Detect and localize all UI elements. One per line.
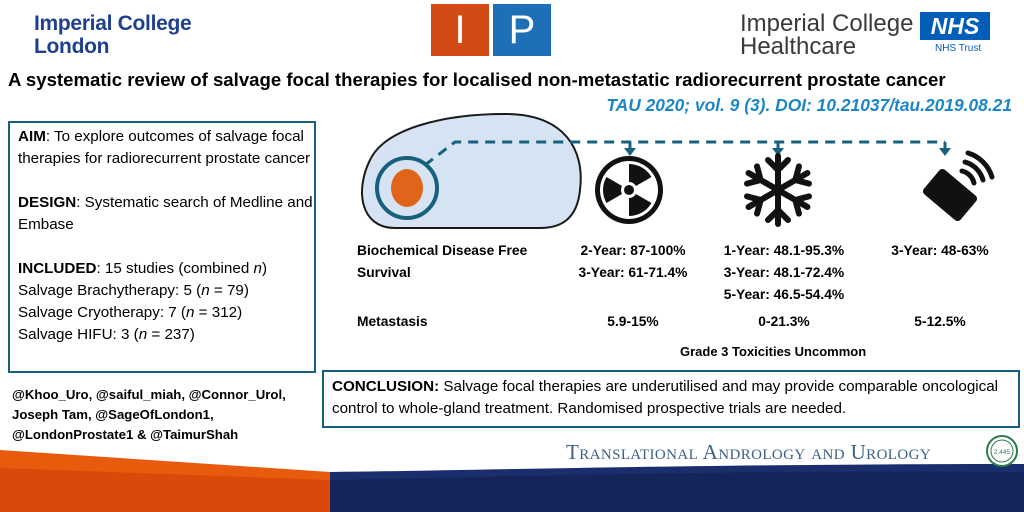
connector-arrowheads xyxy=(624,148,951,156)
bdfs-value: 3-Year: 48.1-72.4% xyxy=(723,265,845,280)
conclusion-box: CONCLUSION: Salvage focal therapies are … xyxy=(322,370,1020,428)
study-summary-box: AIM: To explore outcomes of salvage foca… xyxy=(8,121,316,373)
included-item: Salvage Brachytherapy: 5 (n = 79) xyxy=(18,280,314,302)
metastasis-label: Metastasis xyxy=(357,314,428,329)
handles-line: Joseph Tam, @SageOfLondon1, xyxy=(12,407,214,422)
ip-logo-i: I xyxy=(431,4,489,56)
brachytherapy-bdfs: 2-Year: 87-100% 3-Year: 61-71.4% xyxy=(567,240,699,284)
impact-factor-badge: 2.445 xyxy=(986,435,1018,467)
nhs-trust-label: NHS Trust xyxy=(935,43,982,54)
included-item-n: n xyxy=(201,282,210,299)
design-label: DESIGN xyxy=(18,194,77,211)
ich-logo-line2: Healthcare xyxy=(740,33,857,60)
included-item-value: = 312) xyxy=(194,304,243,321)
included-item-n: n xyxy=(138,326,148,343)
cryotherapy-bdfs: 1-Year: 48.1-95.3% 3-Year: 48.1-72.4% 5-… xyxy=(710,240,858,306)
conclusion-label: CONCLUSION: xyxy=(332,378,440,395)
bdfs-value: 5-Year: 46.5-54.4% xyxy=(723,287,845,302)
ip-logo: I P xyxy=(431,4,551,56)
aim-label: AIM xyxy=(18,128,46,145)
included-item-label: Salvage Cryotherapy: 7 ( xyxy=(18,304,186,321)
badge-text: 2.445 xyxy=(994,449,1011,456)
page-title: A systematic review of salvage focal the… xyxy=(8,69,946,90)
journal-name: Translational Andrology and Urology xyxy=(566,440,932,464)
included-section: INCLUDED: 15 studies (combined n) Salvag… xyxy=(18,258,314,346)
included-n: n xyxy=(253,260,262,277)
included-item-n: n xyxy=(186,304,195,321)
imperial-logo-line2: London xyxy=(34,35,110,58)
grade3-toxicities: Grade 3 Toxicities Uncommon xyxy=(680,344,867,359)
author-handles: @Khoo_Uro, @saiful_miah, @Connor_Urol, J… xyxy=(12,385,312,445)
imperial-college-london-logo: Imperial College London xyxy=(34,12,192,58)
conclusion-text: Salvage focal therapies are underutilise… xyxy=(332,378,999,417)
therapy-diagram xyxy=(361,112,995,229)
radiation-icon xyxy=(595,156,663,224)
imperial-college-healthcare-logo: Imperial College Healthcare xyxy=(740,10,914,60)
hifu-metastasis: 5-12.5% xyxy=(914,314,966,329)
design-section: DESIGN: Systematic search of Medline and… xyxy=(18,192,314,236)
included-item: Salvage HIFU: 3 (n = 237) xyxy=(18,324,314,346)
included-item-label: Salvage Brachytherapy: 5 ( xyxy=(18,282,202,299)
bdfs-label-line: Biochemical Disease Free xyxy=(357,243,528,258)
bdfs-value: 1-Year: 48.1-95.3% xyxy=(723,243,845,258)
bdfs-label: Biochemical Disease Free Survival xyxy=(357,240,527,284)
design-text: : Systematic search of Medline and Embas… xyxy=(18,194,313,233)
aim-section: AIM: To explore outcomes of salvage foca… xyxy=(18,126,314,170)
hifu-bdfs: 3-Year: 48-63% xyxy=(876,240,1004,262)
ich-logo-line1: Imperial College xyxy=(740,10,914,37)
imperial-logo-line1: Imperial College xyxy=(34,12,192,35)
ip-logo-p: P xyxy=(493,4,551,56)
included-item: Salvage Cryotherapy: 7 (n = 312) xyxy=(18,302,314,324)
brachytherapy-metastasis: 5.9-15% xyxy=(607,314,659,329)
included-item-label: Salvage HIFU: 3 ( xyxy=(18,326,139,343)
bdfs-value: 2-Year: 87-100% xyxy=(580,243,686,258)
footer-swoosh xyxy=(0,450,1024,512)
handles-line: @Khoo_Uro, @saiful_miah, @Connor_Urol, xyxy=(12,387,286,402)
included-item-value: = 237) xyxy=(147,326,195,343)
nhs-logo: NHS xyxy=(920,12,990,40)
included-close: ) xyxy=(261,260,268,277)
bdfs-value: 3-Year: 48-63% xyxy=(891,243,989,258)
prostate-icon xyxy=(361,112,582,229)
ultrasound-probe-icon xyxy=(922,150,995,222)
aim-text: : To explore outcomes of salvage focal t… xyxy=(18,128,311,167)
bdfs-label-line: Survival xyxy=(357,265,411,280)
cryotherapy-metastasis: 0-21.3% xyxy=(758,314,810,329)
included-item-value: = 79) xyxy=(209,282,249,299)
snowflake-icon xyxy=(744,153,813,224)
bdfs-value: 3-Year: 61-71.4% xyxy=(578,265,688,280)
handles-line: @LondonProstate1 & @TaimurShah xyxy=(12,427,239,442)
included-label: INCLUDED xyxy=(18,260,97,277)
citation: TAU 2020; vol. 9 (3). DOI: 10.21037/tau.… xyxy=(606,95,1012,115)
included-text: : 15 studies (combined xyxy=(96,260,254,277)
